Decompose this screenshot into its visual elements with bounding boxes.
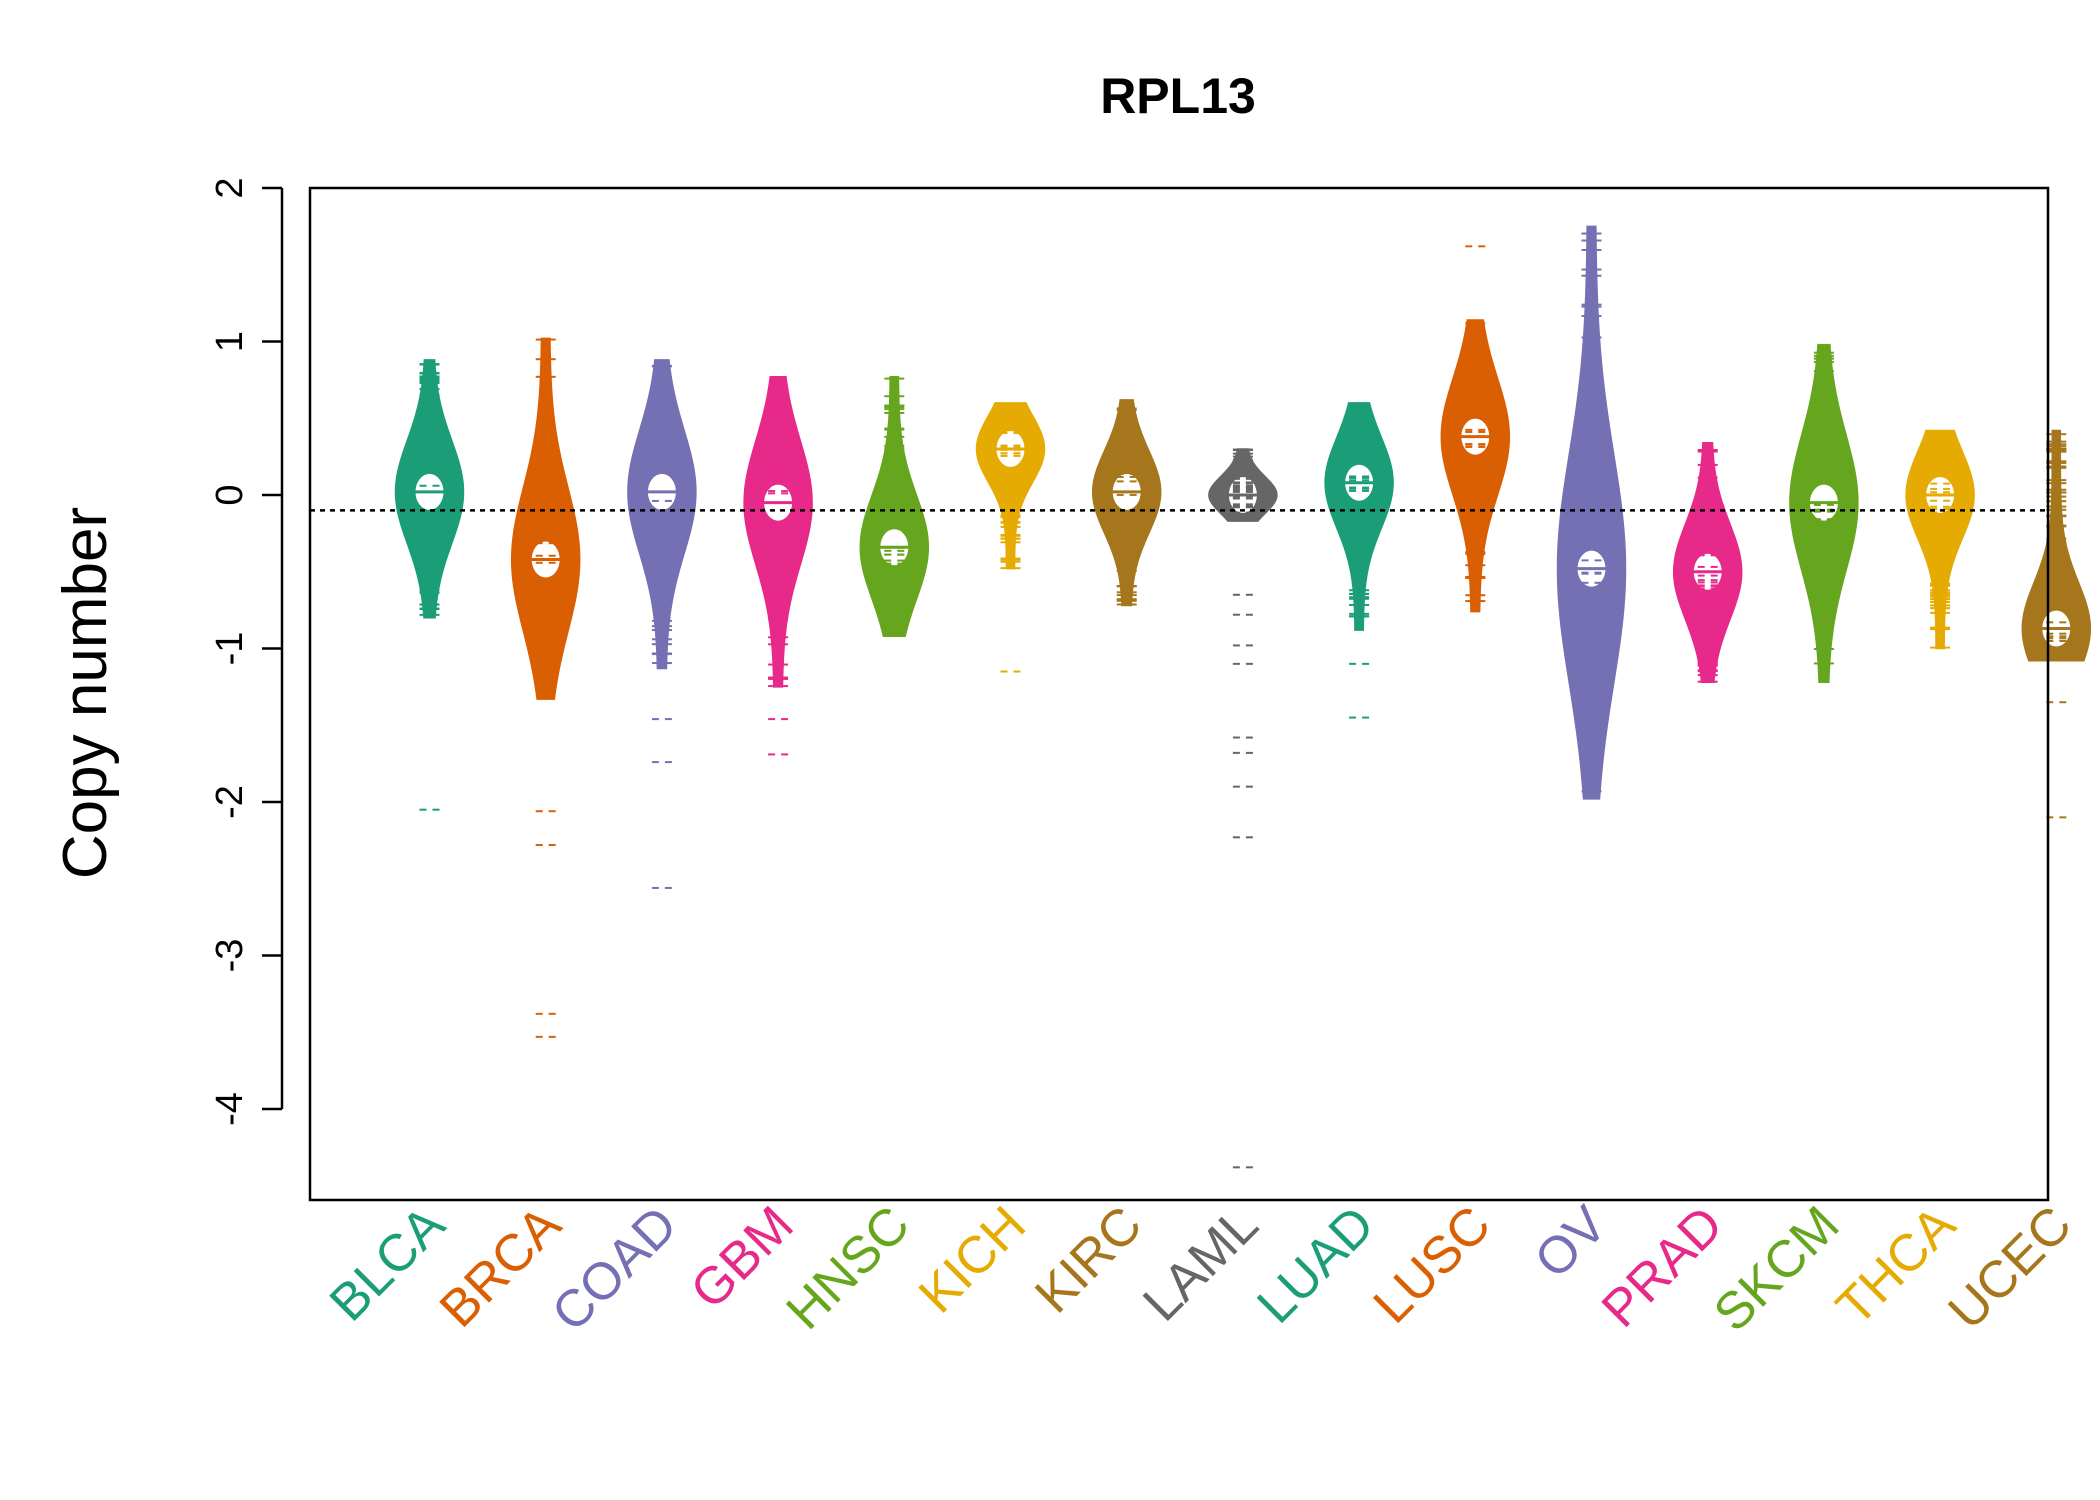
- category-label-skcm: SKCM: [1703, 1195, 1850, 1342]
- bean-shape: [2021, 429, 2092, 662]
- bean-kich: [975, 402, 1046, 673]
- y-tick-label: 2: [209, 177, 251, 198]
- y-tick-label: -1: [209, 632, 251, 666]
- bean-luad: [1324, 402, 1394, 719]
- bean-lusc: [1440, 245, 1511, 613]
- category-label-lusc: LUSC: [1363, 1195, 1502, 1334]
- category-label-kirc: KIRC: [1024, 1195, 1153, 1324]
- y-axis: 2 1 0 -1 -2 -3 -4: [209, 177, 284, 1126]
- y-tick-label: 0: [209, 484, 251, 505]
- category-label-blca: BLCA: [319, 1195, 456, 1332]
- plot-frame: [308, 186, 2050, 1202]
- bean-skcm: [1789, 343, 1859, 684]
- category-label-ucec: UCEC: [1938, 1195, 2083, 1340]
- bean-brca: [510, 337, 581, 1038]
- bean-ucec: [2021, 429, 2092, 819]
- bean-shape: [975, 402, 1046, 570]
- chart-title: RPL13: [1100, 68, 1256, 124]
- y-tick-label: 1: [209, 331, 251, 352]
- bean-shape: [1556, 225, 1627, 800]
- y-tick-label: -3: [209, 939, 251, 973]
- bean-gbm: [743, 376, 813, 756]
- bean-thca: [1905, 429, 1975, 650]
- beans-layer: [394, 225, 2092, 1169]
- bean-shape: [1324, 402, 1394, 631]
- y-tick-label: -4: [209, 1092, 251, 1126]
- bean-shape: [859, 376, 930, 637]
- category-label-ov: OV: [1524, 1195, 1618, 1289]
- bean-prad: [1672, 442, 1743, 684]
- category-label-prad: PRAD: [1591, 1195, 1734, 1338]
- bean-blca: [394, 359, 465, 811]
- y-tick-label: -2: [209, 785, 251, 819]
- y-axis-title: Copy number: [51, 507, 120, 879]
- category-label-laml: LAML: [1132, 1195, 1269, 1332]
- category-label-coad: COAD: [541, 1195, 688, 1342]
- bean-shape: [510, 337, 581, 700]
- bean-coad: [627, 359, 697, 889]
- bean-ov: [1556, 225, 1627, 800]
- bean-kirc: [1091, 399, 1162, 607]
- bean-shape: [627, 359, 697, 670]
- bean-shape: [743, 376, 813, 688]
- category-label-hnsc: HNSC: [776, 1195, 921, 1340]
- bean-shape: [1440, 319, 1511, 613]
- bean-shape: [1905, 429, 1975, 650]
- category-label-luad: LUAD: [1246, 1195, 1385, 1334]
- category-label-kich: KICH: [908, 1195, 1037, 1324]
- bean-laml: [1208, 448, 1278, 1169]
- category-label-brca: BRCA: [429, 1195, 572, 1338]
- category-label-thca: THCA: [1825, 1195, 1966, 1336]
- bean-hnsc: [859, 376, 930, 637]
